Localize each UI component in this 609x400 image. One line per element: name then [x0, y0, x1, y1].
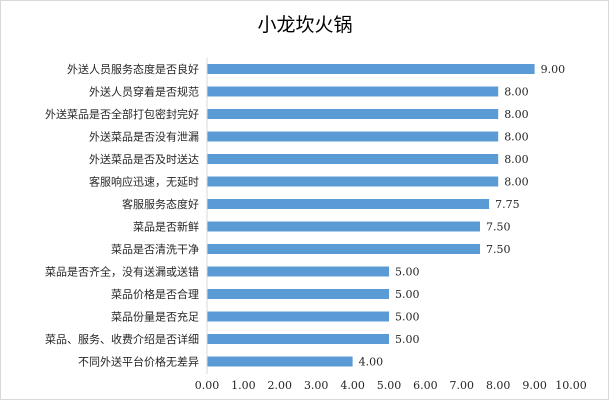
- value-label: 7.50: [486, 243, 511, 256]
- bar: [207, 356, 353, 367]
- category-label: 外送人员服务态度是否良好: [67, 62, 199, 76]
- x-tick-label: 6.00: [413, 379, 438, 392]
- value-label: 8.00: [504, 108, 529, 121]
- bar: [207, 86, 499, 97]
- bar: [207, 266, 389, 277]
- category-label: 外送菜品是否全部打包密封完好: [45, 107, 199, 121]
- x-tick-label: 5.00: [377, 379, 402, 392]
- value-label: 9.00: [541, 63, 566, 76]
- x-tick-label: 1.00: [231, 379, 256, 392]
- category-label: 外送菜品是否没有泄漏: [89, 130, 199, 144]
- x-tick-label: 2.00: [268, 379, 293, 392]
- bar: [207, 176, 499, 187]
- value-label: 5.00: [395, 266, 420, 279]
- bar: [207, 131, 499, 142]
- bars-layer: [207, 64, 535, 367]
- value-label: 7.50: [486, 221, 511, 234]
- category-label: 外送菜品是否及时送达: [89, 152, 199, 166]
- value-label: 8.00: [504, 176, 529, 189]
- category-label: 菜品、服务、收费介绍是否详细: [45, 332, 199, 346]
- value-label: 5.00: [395, 311, 420, 324]
- bar: [207, 244, 480, 254]
- value-label: 5.00: [395, 288, 420, 301]
- x-axis-ticks-layer: 0.00 1.00 2.00 3.00 4.00 5.00 6.00 7.00 8.00 9.00…: [195, 379, 587, 392]
- x-tick-label: 0.00: [195, 379, 220, 392]
- chart-title: 小龙坎火锅: [257, 14, 352, 36]
- value-labels-layer: 9.00 8.00 8.00 8.00 8.00 8.00 7.75 7.50 7.50 5.00…: [359, 63, 565, 369]
- category-label: 客服服务态度好: [122, 197, 199, 211]
- value-label: 7.75: [495, 198, 519, 211]
- x-tick-label: 3.00: [304, 379, 329, 392]
- category-label: 菜品是否齐全，没有送漏或送错: [45, 265, 199, 279]
- x-tick-label: 9.00: [522, 379, 547, 392]
- x-tick-label: 4.00: [340, 379, 365, 392]
- bar: [207, 154, 499, 164]
- value-label: 8.00: [504, 153, 529, 166]
- x-tick-label: 8.00: [486, 379, 511, 392]
- category-label: 菜品是否新鲜: [133, 220, 199, 234]
- value-label: 4.00: [359, 356, 384, 369]
- bar: [207, 64, 535, 74]
- category-label: 外送人员穿着是否规范: [89, 85, 199, 99]
- x-tick-label: 10.00: [555, 379, 587, 392]
- category-label: 菜品份量是否充足: [111, 310, 199, 324]
- value-label: 5.00: [395, 333, 420, 346]
- bar: [207, 311, 389, 322]
- x-tick-label: 7.00: [450, 379, 475, 392]
- bar: [207, 221, 480, 232]
- category-label: 菜品价格是否合理: [111, 287, 199, 301]
- value-label: 8.00: [504, 131, 529, 144]
- category-label: 菜品是否清洗干净: [111, 242, 199, 256]
- bar: [207, 199, 490, 209]
- bar: [207, 289, 389, 299]
- bar: [207, 334, 389, 344]
- value-label: 8.00: [504, 86, 529, 99]
- bar: [207, 109, 499, 119]
- category-label: 客服响应迅速，无延时: [89, 175, 199, 189]
- category-labels-layer: 外送人员服务态度是否良好外送人员穿着是否规范外送菜品是否全部打包密封完好外送菜品…: [45, 62, 199, 369]
- category-label: 不同外送平台价格无差异: [78, 355, 199, 369]
